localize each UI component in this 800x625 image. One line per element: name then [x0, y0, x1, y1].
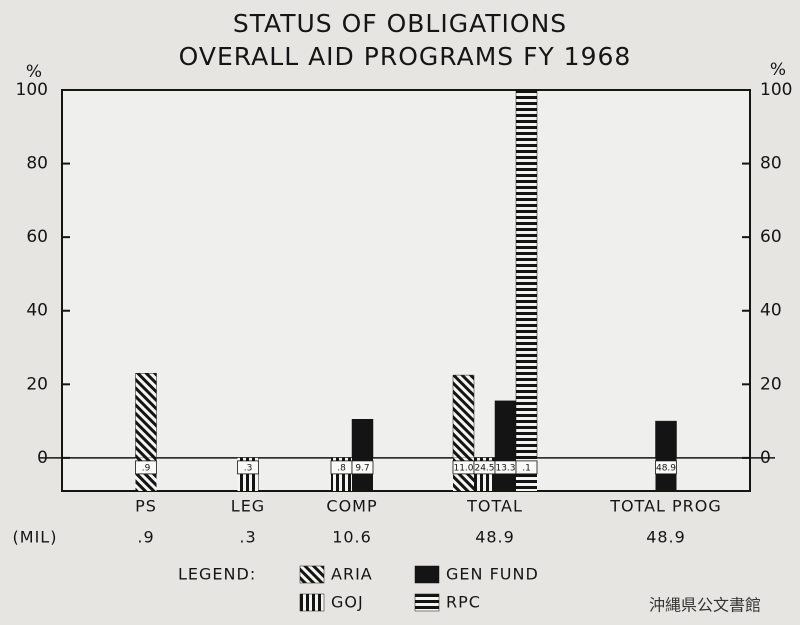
legend-swatch	[414, 593, 440, 612]
legend-label: RPC	[446, 593, 481, 612]
plot-frame	[61, 89, 751, 492]
bar	[515, 89, 538, 459]
x-tick-label: COMP	[326, 497, 377, 516]
x-tick-label: TOTAL	[466, 497, 523, 516]
bar	[135, 373, 157, 459]
amount-box	[351, 460, 374, 475]
legend-label: GOJ	[331, 593, 364, 612]
amount-box	[655, 460, 677, 475]
y-axis-label: %	[26, 62, 42, 82]
x-tick-label: TOTAL PROG	[609, 497, 722, 516]
mil-value: 10.6	[332, 528, 372, 547]
legend-swatch	[299, 565, 325, 584]
y-tick-label: 100	[16, 80, 48, 100]
y2-tick-label: 100	[760, 80, 792, 100]
y2-axis-label: %	[770, 60, 786, 80]
amount-label: .9	[142, 463, 151, 473]
chart-title: STATUS OF OBLIGATIONS	[233, 9, 567, 38]
y-tick-label: 40	[26, 301, 48, 321]
amount-label: .8	[337, 463, 346, 473]
mil-value: 48.9	[646, 528, 686, 547]
mil-label: (MIL)	[13, 528, 58, 547]
y2-tick-label: 20	[760, 374, 782, 394]
amount-box	[135, 460, 157, 475]
bar	[452, 374, 475, 459]
mil-value: 48.9	[475, 528, 515, 547]
amount-label: 9.7	[355, 463, 369, 473]
amount-label: 13.3	[495, 463, 515, 473]
legend-label: ARIA	[331, 565, 373, 584]
y2-tick-label: 60	[760, 227, 782, 247]
legend-label: GEN FUND	[446, 565, 539, 584]
watermark: 沖縄県公文書館	[649, 596, 761, 615]
y2-tick-label: 80	[760, 154, 782, 174]
y2-tick-label: 40	[760, 301, 782, 321]
mil-value: .3	[239, 528, 256, 547]
legend-swatch	[414, 565, 440, 584]
amount-label: 11.0	[453, 463, 473, 473]
bar	[494, 400, 517, 459]
amount-label: 48.9	[656, 463, 676, 473]
x-tick-label: PS	[135, 497, 157, 516]
y-tick-label: 60	[26, 227, 48, 247]
y-tick-label: 20	[26, 374, 48, 394]
mil-value: .9	[137, 528, 154, 547]
bar	[351, 419, 374, 459]
chart-subtitle: OVERALL AID PROGRAMS FY 1968	[179, 42, 632, 71]
bar	[655, 420, 677, 459]
y-tick-label: 80	[26, 154, 48, 174]
amount-label: 24.5	[474, 463, 494, 473]
legend-title: LEGEND:	[178, 565, 256, 584]
amount-label: .3	[244, 463, 253, 473]
amount-box	[237, 460, 259, 475]
legend-swatch	[299, 593, 325, 612]
amount-label: .1	[522, 463, 531, 473]
amount-box	[515, 460, 538, 475]
x-tick-label: LEG	[231, 497, 265, 516]
